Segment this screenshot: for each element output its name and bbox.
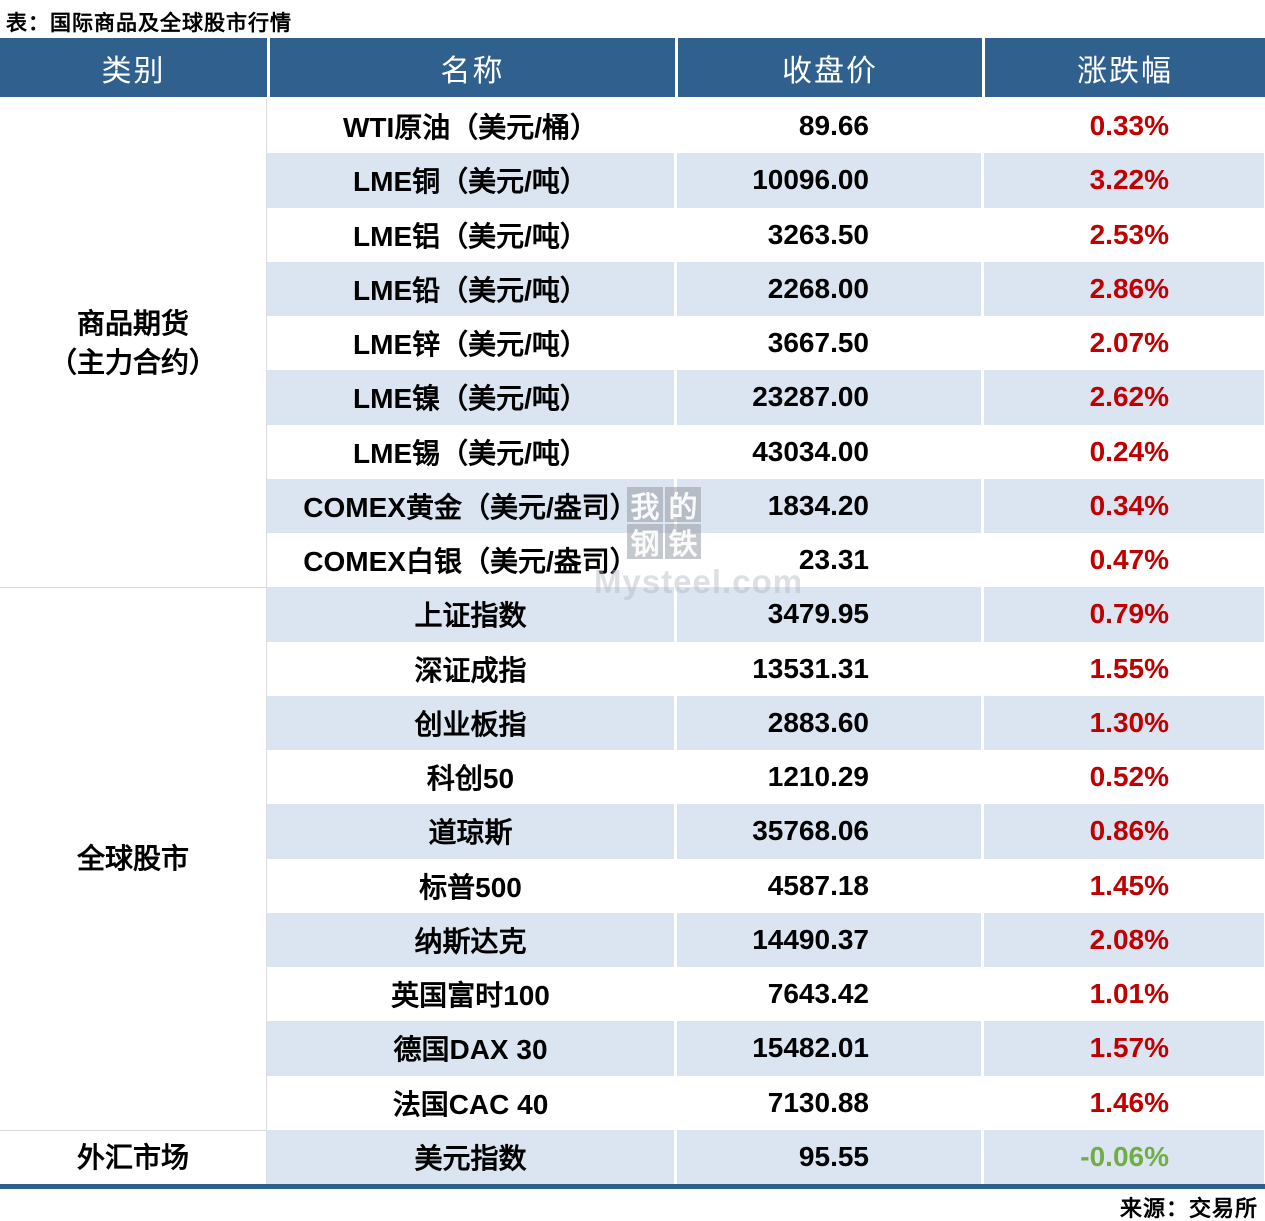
close-price: 7130.88 [674,1075,981,1130]
change-percent: 2.53% [981,207,1264,262]
close-price: 3667.50 [674,316,981,371]
instrument-name: 上证指数 [414,600,527,632]
table-row: LME锡（美元/吨） 43034.00 0.24% [267,424,1264,479]
instrument-name: LME锡（美元/吨） [353,437,588,469]
change-percent: 0.86% [981,804,1264,859]
close-price: 23287.00 [674,370,981,425]
close-price: 43034.00 [674,424,981,479]
instrument-name: LME铅（美元/吨） [353,274,588,306]
table-row: 创业板指 2883.60 1.30% [267,695,1264,750]
table-row: COMEX白银（美元/盎司） 23.31 0.47% [267,533,1264,588]
change-percent: 0.47% [981,533,1264,588]
close-price: 10096.00 [674,153,981,208]
table-row: 标普500 4587.18 1.45% [267,858,1264,913]
change-percent: 1.30% [981,695,1264,750]
close-price: 35768.06 [674,804,981,859]
change-percent: 1.55% [981,641,1264,696]
table-row: WTI原油（美元/桶） 89.66 0.33% [267,99,1264,154]
instrument-name: WTI原油（美元/桶） [342,112,599,144]
change-percent: 1.46% [981,1075,1264,1130]
category-cell-global-stocks: 全球股市 [0,587,266,1130]
data-rows-column: WTI原油（美元/桶） 89.66 0.33% LME铜（美元/吨） 10096… [267,99,1264,1184]
header-cell-name: 名称 [267,38,675,97]
close-price: 14490.37 [674,912,981,967]
table-header-row: 类别 名称 收盘价 涨跌幅 [0,38,1265,97]
table-row: 纳斯达克 14490.37 2.08% [267,912,1264,967]
source-note: 来源：交易所 [1119,1196,1258,1221]
table-row: 科创50 1210.29 0.52% [267,750,1264,805]
change-percent: 2.08% [981,912,1264,967]
instrument-name: COMEX白银（美元/盎司） [303,546,638,578]
change-percent: 1.45% [981,858,1264,913]
change-percent: 0.34% [981,478,1264,533]
instrument-name: 德国DAX 30 [393,1034,548,1066]
table-row: LME铝（美元/吨） 3263.50 2.53% [267,207,1264,262]
change-percent: 0.33% [981,99,1264,154]
table-row: 英国富时100 7643.42 1.01% [267,967,1264,1022]
change-percent: -0.06% [981,1129,1264,1184]
instrument-name: 法国CAC 40 [392,1088,549,1120]
close-price: 95.55 [674,1129,981,1184]
instrument-name: LME锌（美元/吨） [353,329,588,361]
instrument-name: 创业板指 [414,708,527,740]
close-price: 3263.50 [674,207,981,262]
table-row: LME铅（美元/吨） 2268.00 2.86% [267,261,1264,316]
table-title: 表：国际商品及全球股市行情 [6,12,292,35]
category-column: 商品期货 （主力合约） 全球股市 外汇市场 [0,99,267,1184]
instrument-name: COMEX黄金（美元/盎司） [303,491,638,523]
close-price: 15482.01 [674,1021,981,1076]
table-body: 商品期货 （主力合约） 全球股市 外汇市场 WTI原油（美元/桶） 89.66 … [0,97,1265,1184]
instrument-name: LME铝（美元/吨） [353,220,588,252]
category-cell-commodity-futures: 商品期货 （主力合约） [48,307,217,379]
instrument-name: 标普500 [419,871,522,903]
close-price: 1210.29 [674,750,981,805]
instrument-name: 道琼斯 [428,817,513,849]
instrument-name: LME镍（美元/吨） [353,383,588,415]
table-row: 法国CAC 40 7130.88 1.46% [267,1075,1264,1130]
table-bottom-border [0,1184,1265,1189]
change-percent: 2.86% [981,261,1264,316]
close-price: 1834.20 [674,478,981,533]
close-price: 89.66 [674,99,981,154]
change-percent: 1.01% [981,967,1264,1022]
table-row: 德国DAX 30 15482.01 1.57% [267,1021,1264,1076]
table-row: LME铜（美元/吨） 10096.00 3.22% [267,153,1264,208]
close-price: 7643.42 [674,967,981,1022]
table-row: 道琼斯 35768.06 0.86% [267,804,1264,859]
instrument-name: 纳斯达克 [414,925,527,957]
table-row: 上证指数 3479.95 0.79% [267,587,1264,642]
close-price: 4587.18 [674,858,981,913]
change-percent: 2.07% [981,316,1264,371]
instrument-name: 深证成指 [414,654,527,686]
header-cell-change: 涨跌幅 [982,38,1265,97]
change-percent: 1.57% [981,1021,1264,1076]
change-percent: 2.62% [981,370,1264,425]
category-cell-fx-market: 外汇市场 [0,1129,266,1184]
close-price: 2883.60 [674,695,981,750]
table-row: 美元指数 95.55 -0.06% [267,1129,1264,1184]
instrument-name: LME铜（美元/吨） [353,166,588,198]
instrument-name: 英国富时100 [391,980,550,1012]
instrument-name: 科创50 [426,763,515,795]
change-percent: 0.79% [981,587,1264,642]
table-row: LME锌（美元/吨） 3667.50 2.07% [267,316,1264,371]
table-row: LME镍（美元/吨） 23287.00 2.62% [267,370,1264,425]
table-row: 深证成指 13531.31 1.55% [267,641,1264,696]
change-percent: 3.22% [981,153,1264,208]
close-price: 2268.00 [674,261,981,316]
table-row: COMEX黄金（美元/盎司） 1834.20 0.34% [267,478,1264,533]
instrument-name: 美元指数 [414,1142,527,1174]
change-percent: 0.24% [981,424,1264,479]
close-price: 3479.95 [674,587,981,642]
header-cell-close: 收盘价 [675,38,982,97]
change-percent: 0.52% [981,750,1264,805]
close-price: 13531.31 [674,641,981,696]
close-price: 23.31 [674,533,981,588]
market-table: 类别 名称 收盘价 涨跌幅 商品期货 （主力合约） 全球股市 外汇市场 WTI原… [0,38,1265,1189]
header-cell-category: 类别 [101,54,166,88]
